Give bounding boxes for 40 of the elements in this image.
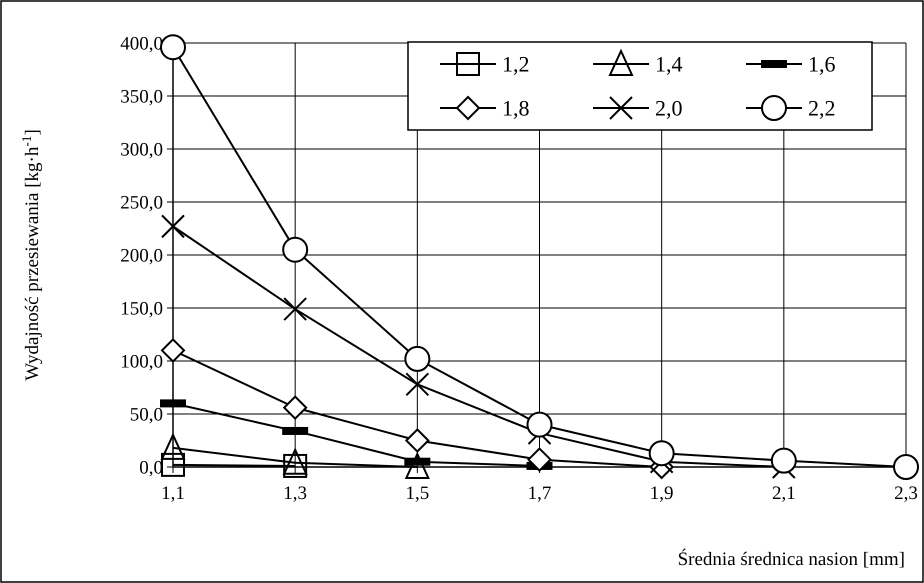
x-tick-label: 1,1 [161, 483, 185, 504]
y-tick-label: 100,0 [120, 352, 163, 373]
point [161, 214, 185, 238]
point [161, 434, 185, 460]
legend-label: 1,4 [655, 52, 682, 77]
x-tick-label: 1,7 [528, 483, 552, 504]
y-tick-label: 150,0 [120, 298, 163, 320]
legend-label: 1,8 [502, 96, 530, 121]
point [283, 448, 308, 475]
y-tick-label: 200,0 [120, 246, 163, 267]
legend-label: 2,2 [808, 96, 836, 121]
x-tick-label: 2,3 [894, 483, 918, 504]
x-tick-label: 1,9 [650, 483, 674, 504]
point [161, 452, 185, 477]
x-tick-label: 1,3 [283, 483, 308, 504]
y-tick-label: 300,0 [120, 140, 163, 161]
point [282, 236, 308, 263]
point [405, 453, 430, 479]
point [770, 448, 797, 474]
y-tick-label: 50,0 [130, 404, 163, 426]
point [283, 396, 308, 420]
x-axis-title: Średnia średnica nasion [mm] [678, 548, 905, 570]
point [404, 346, 430, 372]
point [283, 297, 308, 322]
point [161, 338, 185, 362]
legend-label: 2,0 [655, 96, 682, 121]
y-tick-label: 350,0 [120, 86, 163, 108]
x-tick-label: 1,5 [405, 483, 430, 504]
point [526, 412, 552, 438]
point [160, 34, 186, 60]
point [283, 454, 308, 478]
legend-label: 1,6 [808, 52, 836, 77]
point [528, 448, 552, 472]
x-tick-label: 2,1 [772, 483, 796, 504]
legend-label: 1,2 [502, 52, 530, 77]
y-tick-label: 250,0 [120, 192, 163, 214]
point [648, 440, 675, 466]
point [405, 428, 430, 452]
point [893, 454, 919, 480]
point [405, 372, 430, 396]
